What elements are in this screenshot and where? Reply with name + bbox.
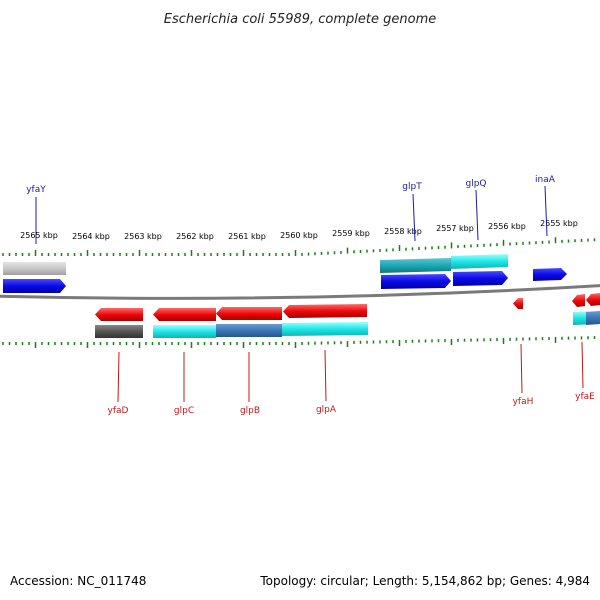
gene-label-glpT: glpT [402, 182, 422, 192]
scale-label: 2559 kbp [332, 229, 370, 238]
bottom-gene-labels: yfaD glpC glpB glpA yfaH yfaE [108, 392, 596, 416]
scale-label: 2564 kbp [72, 232, 110, 241]
map-title: Escherichia coli 55989, complete genome [164, 12, 436, 27]
cds-block-glpT [380, 258, 451, 273]
cds-block-glpA [282, 322, 368, 336]
leader-glpT [412, 193, 416, 242]
gene-arrow-yfaY [3, 279, 66, 293]
gene-arrow-yfaD [95, 308, 143, 321]
gene-label-glpB: glpB [240, 406, 260, 416]
reverse-genes [95, 293, 600, 321]
scale-ticks-top [2, 237, 596, 256]
accession-text: Accession: NC_011748 [10, 574, 147, 588]
forward-genes [3, 268, 567, 293]
scale-label: 2556 kbp [488, 222, 526, 231]
leader-yfaE [581, 341, 584, 389]
top-leaders [35, 185, 548, 244]
gene-arrow-glpT [381, 274, 451, 289]
cds-block-glpQ [451, 254, 508, 269]
gene-label-glpA: glpA [316, 405, 337, 415]
lower-cds-row [95, 311, 600, 338]
leader-inaA [544, 185, 548, 237]
gene-label-glpQ: glpQ [465, 179, 486, 189]
gene-label-yfaE: yfaE [575, 392, 595, 402]
gene-arrow-glpB [216, 307, 282, 320]
leader-yfaD [117, 351, 120, 403]
gene-label-inaA: inaA [535, 175, 556, 185]
scale-label: 2563 kbp [124, 232, 162, 241]
gene-label-glpC: glpC [174, 406, 194, 416]
scale-label: 2555 kbp [540, 219, 578, 228]
scale-label: 2557 kbp [436, 224, 474, 233]
scale-label: 2558 kbp [384, 227, 422, 236]
leader-glpQ [475, 189, 479, 241]
scale-label: 2562 kbp [176, 232, 214, 241]
cds-block-yfaY [3, 262, 66, 275]
cds-block-glpC [153, 325, 216, 338]
leader-yfaH [520, 343, 523, 394]
gene-arrow-yfaE-2 [586, 293, 600, 306]
upper-cds-row [3, 254, 508, 275]
cds-block-glpB [216, 324, 282, 337]
top-gene-labels: yfaY glpT glpQ inaA [26, 175, 556, 195]
gene-arrow-inaA [533, 268, 567, 281]
scale-label: 2565 kbp [20, 231, 58, 240]
genome-summary-text: Topology: circular; Length: 5,154,862 bp… [260, 574, 590, 588]
bottom-leaders [117, 341, 584, 403]
gene-arrow-glpC [153, 308, 216, 321]
scale-label: 2560 kbp [280, 231, 318, 240]
cds-block-yfaD [95, 325, 143, 338]
gene-label-yfaH: yfaH [513, 397, 534, 407]
scale-ticks-bottom [2, 336, 596, 348]
leader-glpA [324, 349, 327, 402]
gene-arrow-glpQ [453, 271, 508, 286]
gene-arrow-glpA [283, 304, 367, 318]
scale-label: 2561 kbp [228, 232, 266, 241]
scale-labels: 2565 kbp 2564 kbp 2563 kbp 2562 kbp 2561… [20, 219, 578, 241]
gene-arrow-yfaH [513, 298, 523, 309]
gene-label-yfaD: yfaD [108, 406, 129, 416]
cds-block-yfaE-inner [586, 311, 600, 325]
genome-backbone [0, 284, 600, 300]
gene-label-yfaY: yfaY [26, 185, 46, 195]
gene-arrow-yfaE-1 [572, 294, 585, 307]
